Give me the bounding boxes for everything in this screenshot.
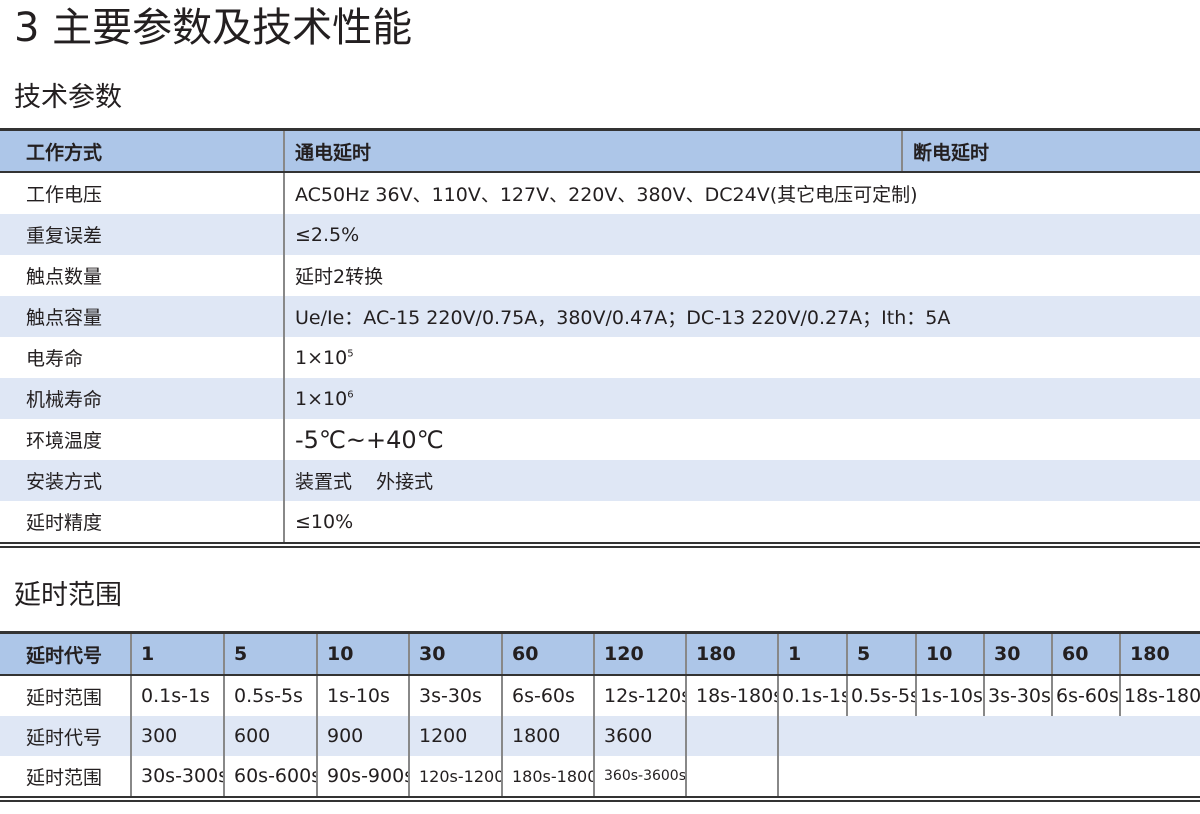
row-label: 延时代号: [0, 632, 131, 676]
delay-cell: 120: [593, 632, 686, 676]
page-title: 3 主要参数及技术性能: [14, 5, 413, 51]
table-row: 重复误差 ≤2.5%: [0, 214, 1200, 255]
table-row: 延时代号 300 600 900 1200 1800 3600: [0, 716, 1200, 756]
delay-cell: 120s-1200s: [408, 756, 502, 799]
delay-cell: 30s-300s: [130, 756, 224, 799]
delay-cell: 0.5s-5s: [223, 675, 317, 716]
delay-cell: 60s-600s: [223, 756, 317, 799]
table-row: 延时精度 ≤10%: [0, 501, 1200, 545]
delay-cell: 0.1s-1s: [777, 675, 847, 716]
param-value: ≤10%: [283, 501, 1200, 545]
param-value: 1×105: [283, 337, 1200, 378]
param-value: ≤2.5%: [283, 214, 1200, 255]
row-label: 延时代号: [0, 716, 131, 756]
delay-cell: 360s-3600s: [593, 756, 686, 799]
param-label: 工作电压: [0, 172, 284, 214]
header-cell: 断电延时: [901, 129, 1200, 173]
param-label: 延时精度: [0, 501, 284, 545]
delay-cell: 3s-30s: [408, 675, 502, 716]
param-value: 延时2转换: [283, 255, 1200, 296]
table-row: 延时范围30s-300s60s-600s90s-900s120s-1200s18…: [0, 756, 1200, 799]
delay-cell: 1: [130, 632, 224, 676]
table-row: 机械寿命 1×106: [0, 378, 1200, 419]
table-header: 工作方式 通电延时 断电延时: [0, 129, 1200, 173]
table-row: 安装方式 装置式 外接式: [0, 460, 1200, 501]
delay-cell: 1s-10s: [915, 675, 984, 716]
table-header: 延时代号 1 5 10 30 60 120 180 1 5 10 30 60 180: [0, 632, 1200, 676]
param-value: -5℃~+40℃: [283, 419, 1200, 460]
param-value: 1×106: [283, 378, 1200, 419]
delay-cell: 3s-30s: [983, 675, 1052, 716]
delay-cell: 0.5s-5s: [846, 675, 916, 716]
row-label: 延时范围: [0, 756, 131, 799]
table-row: 触点数量 延时2转换: [0, 255, 1200, 296]
delay-cell: 1s-10s: [316, 675, 409, 716]
delay-cell: 30: [408, 632, 502, 676]
value-base: 1×10: [295, 387, 348, 410]
param-label: 电寿命: [0, 337, 284, 378]
delay-cell: 12s-120s: [593, 675, 686, 716]
delay-cell: 5: [223, 632, 317, 676]
param-value: 装置式 外接式: [283, 460, 1200, 501]
table-row: 电寿命 1×105: [0, 337, 1200, 378]
delay-cell: 1: [777, 632, 847, 676]
delay-table: 延时代号 1 5 10 30 60 120 180 1 5 10 30 60 180 延时范围 0.1s-1…: [0, 631, 1200, 802]
delay-cell: 90s-900s: [316, 756, 409, 799]
delay-cell: 60: [1051, 632, 1120, 676]
row-label: 延时范围: [0, 675, 131, 716]
delay-cell: 18s-180s: [1119, 675, 1200, 716]
value-exponent: 5: [347, 348, 354, 360]
param-label: 安装方式: [0, 460, 284, 501]
delay-cell: 3600: [593, 716, 686, 756]
section-title-delay: 延时范围: [14, 580, 122, 611]
delay-cell: 180: [685, 632, 778, 676]
delay-cell: 900: [316, 716, 409, 756]
table-row: 延时范围 0.1s-1s 0.5s-5s 1s-10s 3s-30s 6s-60s 12s-…: [0, 675, 1200, 716]
param-label: 重复误差: [0, 214, 284, 255]
param-label: 触点数量: [0, 255, 284, 296]
header-cell: 通电延时: [283, 129, 902, 173]
delay-cell: 60: [501, 632, 594, 676]
param-value: Ue/Ie：AC-15 220V/0.75A，380V/0.47A；DC-13 …: [283, 296, 1200, 337]
section-title-params: 技术参数: [14, 82, 122, 113]
delay-cell: 180s-1800s: [501, 756, 594, 799]
delay-cell: 600: [223, 716, 317, 756]
empty-cell: [777, 716, 1200, 756]
empty-cell: [685, 716, 778, 756]
params-table: 工作方式 通电延时 断电延时 工作电压 AC50Hz 36V、110V、127V、…: [0, 128, 1200, 548]
delay-cell: 6s-60s: [1051, 675, 1120, 716]
delay-cell: 0.1s-1s: [130, 675, 224, 716]
param-label: 机械寿命: [0, 378, 284, 419]
value-exponent: 6: [347, 389, 354, 401]
value-base: 1×10: [295, 346, 348, 369]
delay-cell: 300: [130, 716, 224, 756]
delay-cell: 10: [316, 632, 409, 676]
empty-cell: [777, 756, 1200, 799]
delay-cell: 1800: [501, 716, 594, 756]
delay-cell: 180: [1119, 632, 1200, 676]
delay-cell: 30: [983, 632, 1052, 676]
table-row: 环境温度 -5℃~+40℃: [0, 419, 1200, 460]
delay-cell: 1200: [408, 716, 502, 756]
param-value: AC50Hz 36V、110V、127V、220V、380V、DC24V(其它电…: [283, 172, 1200, 214]
delay-cell: 18s-180s: [685, 675, 778, 716]
param-label: 环境温度: [0, 419, 284, 460]
delay-cell: 10: [915, 632, 984, 676]
table-row: 工作电压 AC50Hz 36V、110V、127V、220V、380V、DC24V…: [0, 172, 1200, 214]
param-label: 触点容量: [0, 296, 284, 337]
delay-cell: 5: [846, 632, 916, 676]
empty-cell: [685, 756, 778, 799]
delay-cell: 6s-60s: [501, 675, 594, 716]
table-row: 触点容量 Ue/Ie：AC-15 220V/0.75A，380V/0.47A；DC…: [0, 296, 1200, 337]
header-cell: 工作方式: [0, 129, 284, 173]
